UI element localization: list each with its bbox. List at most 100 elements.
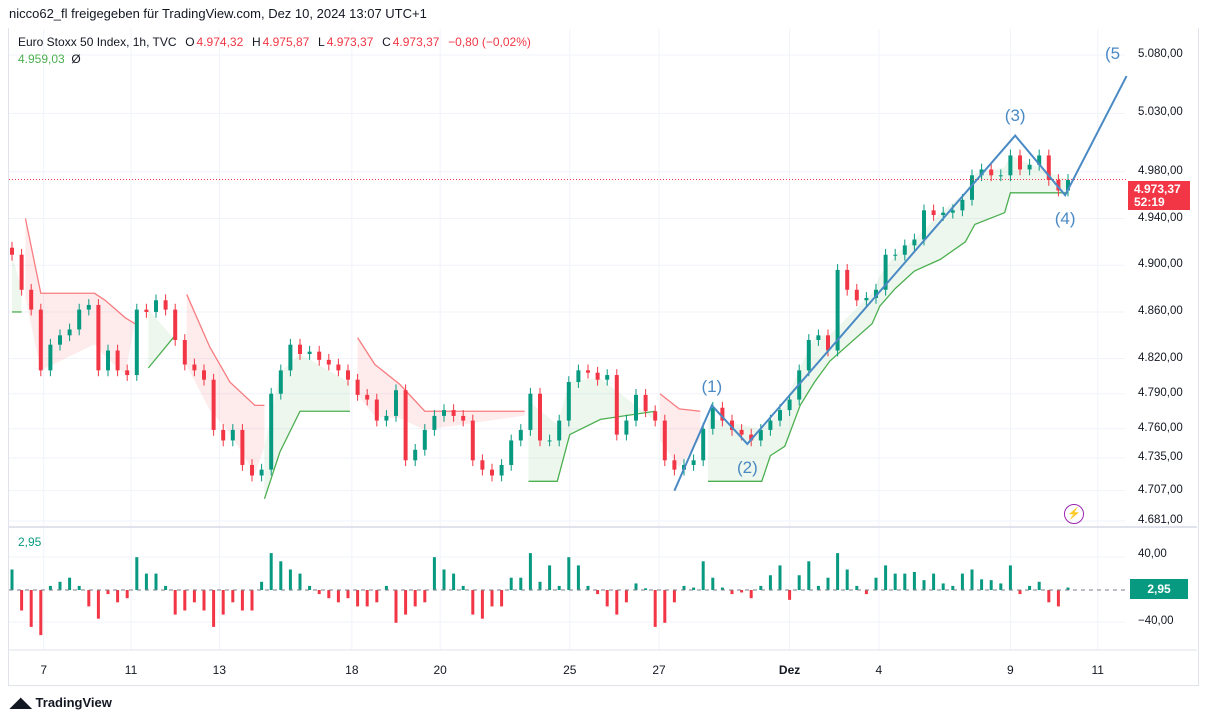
histogram-bar bbox=[653, 590, 657, 627]
price-tick: 4.820,00 bbox=[1138, 351, 1183, 364]
indicator-symbol: Ø bbox=[71, 52, 81, 66]
histogram-bar bbox=[413, 590, 417, 607]
histogram-bar bbox=[442, 569, 446, 590]
histogram-bar bbox=[154, 573, 158, 590]
wave-label[interactable]: (4) bbox=[1054, 209, 1076, 229]
histogram-bar bbox=[788, 590, 792, 600]
candle bbox=[912, 239, 917, 246]
supertrend-fill bbox=[660, 393, 701, 468]
histogram-bar bbox=[308, 585, 312, 590]
candle bbox=[758, 429, 763, 441]
tradingview-logo[interactable]: ◢◣ TradingView bbox=[10, 694, 112, 711]
histogram-bar bbox=[730, 590, 734, 595]
bar-countdown: 52:19 bbox=[1134, 195, 1165, 209]
histogram-bar bbox=[490, 590, 494, 607]
candle bbox=[288, 344, 293, 371]
last-price-label: 4.973,37 52:19 bbox=[1128, 181, 1190, 210]
price-tick: 4.707,00 bbox=[1138, 483, 1183, 496]
histogram-bar bbox=[576, 565, 580, 590]
candle bbox=[816, 335, 821, 340]
candle bbox=[720, 407, 725, 421]
candle bbox=[1018, 155, 1022, 170]
lightning-icon[interactable]: ⚡ bbox=[1064, 504, 1084, 524]
histogram-bar bbox=[836, 553, 840, 590]
candle bbox=[730, 420, 734, 430]
supertrend-fill bbox=[12, 254, 22, 312]
candle bbox=[278, 370, 283, 394]
histogram-bar bbox=[759, 585, 763, 590]
histogram-bar bbox=[941, 583, 945, 590]
candle bbox=[883, 254, 888, 290]
candle bbox=[672, 460, 677, 470]
tradingview-logo-icon: ◢◣ bbox=[10, 694, 32, 710]
histogram-bar bbox=[1047, 590, 1051, 603]
candle bbox=[509, 440, 514, 465]
candle bbox=[432, 415, 437, 430]
time-tick: 4 bbox=[875, 663, 883, 677]
candle bbox=[96, 304, 101, 371]
candle bbox=[614, 375, 619, 435]
candle bbox=[250, 464, 254, 476]
candle bbox=[10, 247, 14, 255]
histogram-bar bbox=[298, 573, 302, 590]
histogram-bar bbox=[989, 580, 993, 590]
histogram-bar bbox=[644, 588, 648, 590]
wave-label[interactable]: (3) bbox=[1004, 105, 1026, 125]
histogram-bar bbox=[1056, 590, 1060, 607]
candle bbox=[134, 309, 139, 376]
histogram-bar bbox=[336, 590, 340, 603]
candle bbox=[960, 199, 965, 211]
candle bbox=[269, 393, 274, 470]
candle bbox=[192, 364, 197, 371]
histogram-bar bbox=[845, 569, 849, 590]
histogram-bar bbox=[624, 590, 628, 603]
histogram-bar bbox=[221, 590, 225, 615]
candle bbox=[826, 335, 830, 351]
histogram-bar bbox=[250, 590, 254, 611]
histogram-bar bbox=[346, 590, 350, 599]
shared-by-header: nicco62_fl freigegeben für TradingView.c… bbox=[9, 6, 427, 21]
histogram-bar bbox=[192, 590, 196, 603]
histogram-bar bbox=[1018, 590, 1022, 595]
candle bbox=[326, 359, 331, 365]
candle bbox=[931, 210, 936, 216]
histogram-bar bbox=[557, 585, 561, 590]
price-tick: 4.940,00 bbox=[1138, 211, 1183, 224]
histogram-bar bbox=[855, 585, 859, 590]
wave-label[interactable]: (1) bbox=[701, 377, 723, 397]
symbol-legend: Euro Stoxx 50 Index, 1h, TVC O 4.974,32 H… bbox=[18, 35, 533, 49]
histogram-bar bbox=[749, 590, 753, 599]
indicator-legend: 4.959,03 Ø bbox=[18, 52, 81, 66]
candle bbox=[854, 289, 859, 301]
candle bbox=[480, 460, 485, 470]
candle bbox=[739, 429, 744, 435]
candle bbox=[538, 393, 542, 441]
histogram-bar bbox=[260, 581, 264, 590]
price-tick: 5.030,00 bbox=[1138, 106, 1183, 119]
candle bbox=[451, 410, 456, 416]
candle bbox=[413, 449, 418, 461]
symbol-name[interactable]: Euro Stoxx 50 Index, 1h, TVC bbox=[18, 35, 177, 49]
candle bbox=[518, 429, 523, 441]
histogram-bar bbox=[68, 577, 72, 590]
candle bbox=[499, 464, 504, 476]
candle bbox=[576, 370, 581, 383]
open-value: 4.974,32 bbox=[196, 35, 244, 49]
supertrend-up-line bbox=[708, 192, 1068, 482]
histogram-bar bbox=[893, 573, 897, 590]
wave-label[interactable]: (2) bbox=[736, 457, 758, 477]
candle bbox=[1046, 155, 1051, 180]
oscillator-value-label: 2,95 bbox=[1130, 579, 1188, 599]
candle bbox=[941, 212, 946, 216]
oscillator-legend-value: 2,95 bbox=[18, 535, 42, 549]
histogram-bar bbox=[452, 573, 456, 590]
candle bbox=[182, 339, 187, 365]
histogram-bar bbox=[970, 569, 974, 590]
candle bbox=[346, 370, 350, 380]
wave-label[interactable]: (5 bbox=[1104, 44, 1121, 64]
candle bbox=[547, 440, 552, 442]
candle bbox=[355, 379, 360, 395]
histogram-bar bbox=[951, 585, 955, 590]
histogram-bar bbox=[375, 590, 379, 603]
